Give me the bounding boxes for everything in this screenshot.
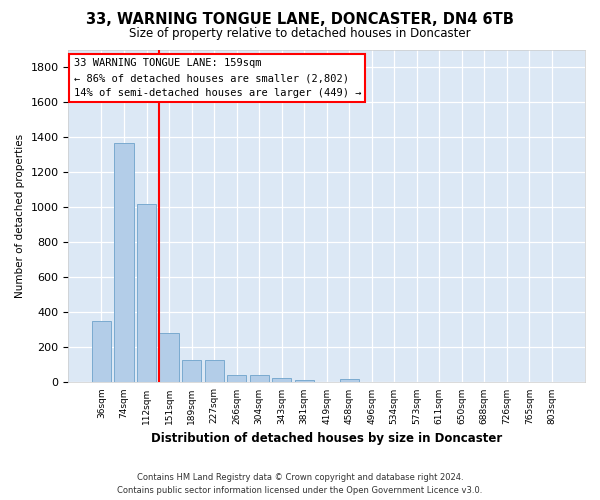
Bar — [272, 378, 291, 382]
Text: Contains HM Land Registry data © Crown copyright and database right 2024.
Contai: Contains HM Land Registry data © Crown c… — [118, 474, 482, 495]
Bar — [205, 360, 224, 382]
Text: 33, WARNING TONGUE LANE, DONCASTER, DN4 6TB: 33, WARNING TONGUE LANE, DONCASTER, DN4 … — [86, 12, 514, 28]
Bar — [250, 376, 269, 382]
Bar — [340, 379, 359, 382]
Bar — [295, 380, 314, 382]
Bar — [137, 204, 156, 382]
Y-axis label: Number of detached properties: Number of detached properties — [15, 134, 25, 298]
Bar — [92, 321, 111, 382]
Text: Size of property relative to detached houses in Doncaster: Size of property relative to detached ho… — [129, 28, 471, 40]
Text: 33 WARNING TONGUE LANE: 159sqm
← 86% of detached houses are smaller (2,802)
14% : 33 WARNING TONGUE LANE: 159sqm ← 86% of … — [74, 58, 361, 98]
Bar — [115, 142, 134, 382]
X-axis label: Distribution of detached houses by size in Doncaster: Distribution of detached houses by size … — [151, 432, 502, 445]
Bar — [160, 334, 179, 382]
Bar — [182, 360, 201, 382]
Bar — [227, 374, 246, 382]
